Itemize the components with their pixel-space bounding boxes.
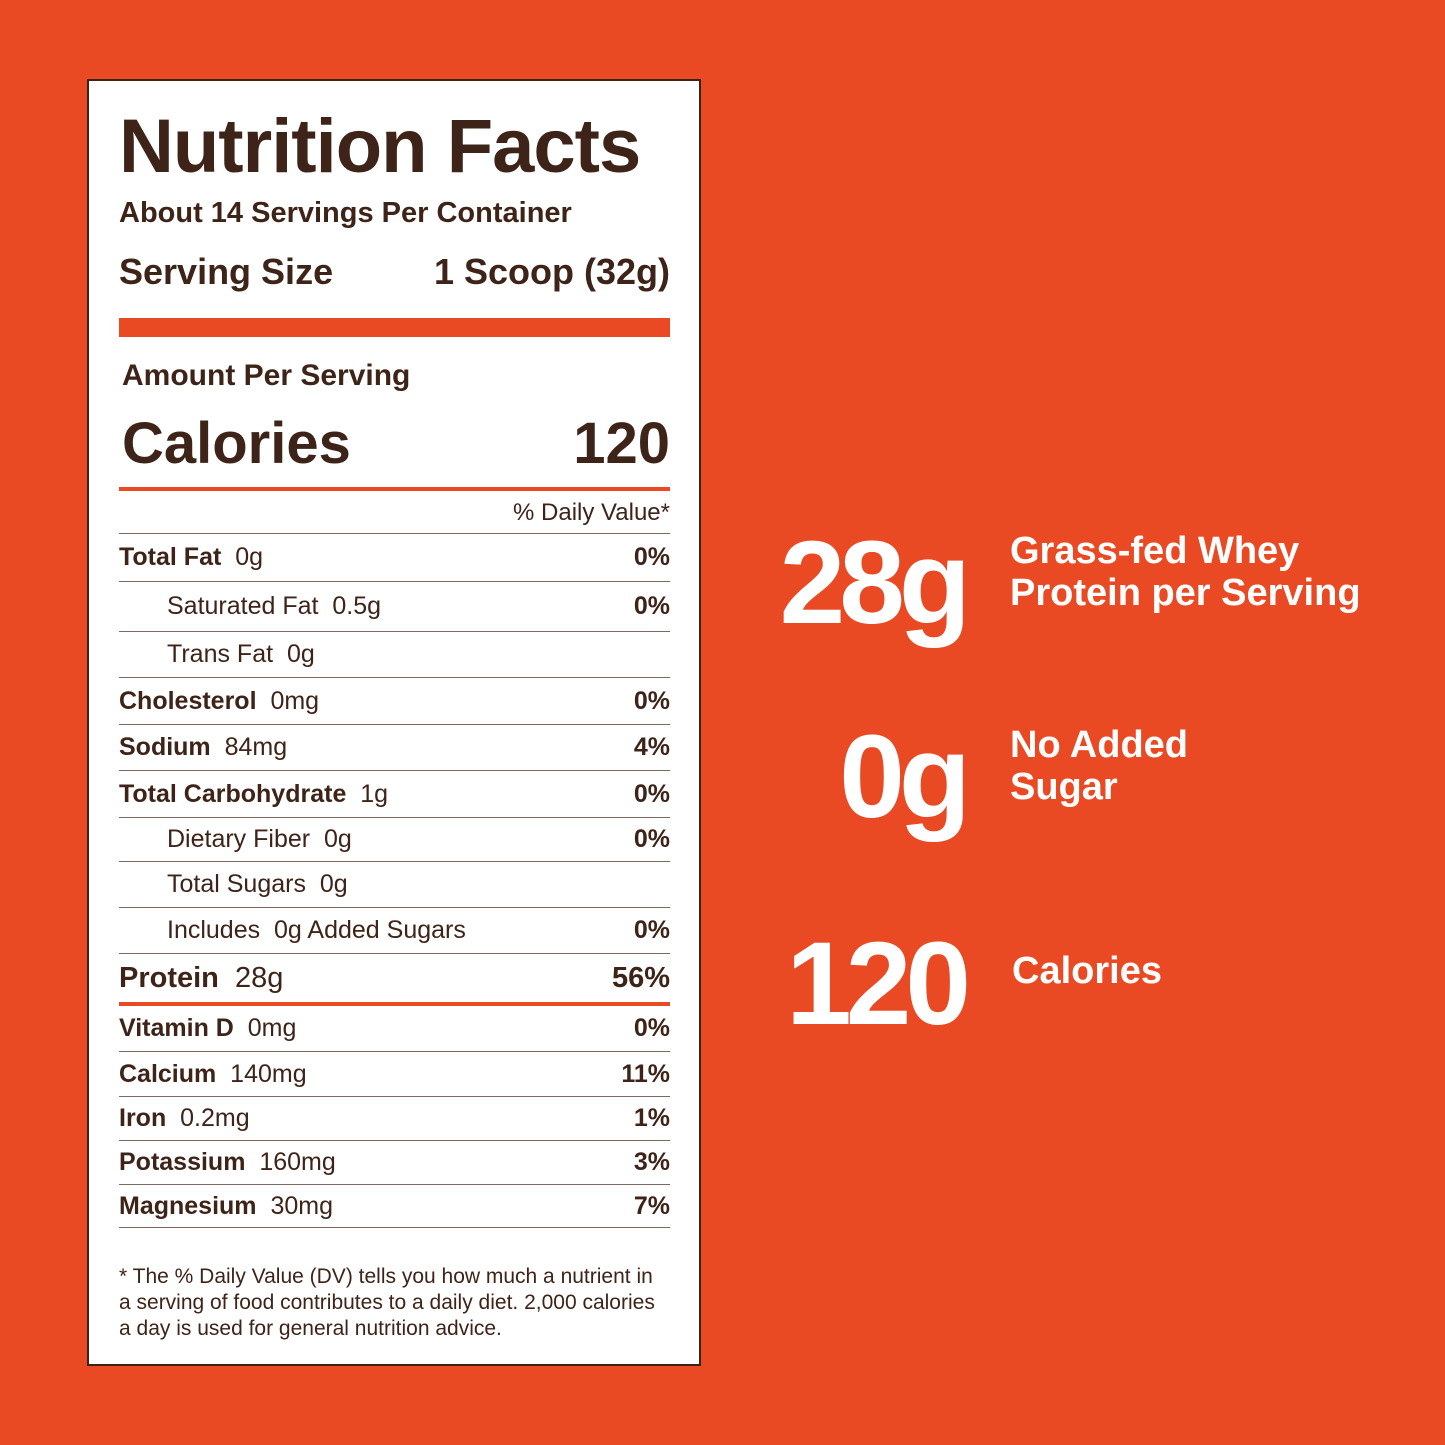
highlight-text-line: Grass-fed Whey bbox=[1010, 530, 1300, 572]
daily-value-footnote: * The % Daily Value (DV) tells you how m… bbox=[119, 1265, 655, 1340]
nutrient-amount: 0mg bbox=[247, 1014, 297, 1042]
calories-divider bbox=[119, 487, 670, 491]
highlight-text-line: Calories bbox=[1012, 950, 1162, 992]
nutrient-rows: Total Fat 0g 0% Saturated Fat 0.5g 0% Tr… bbox=[119, 534, 670, 1228]
nutrient-row-magnesium: Magnesium 30mg 7% bbox=[119, 1185, 670, 1228]
nutrient-dv: 11% bbox=[621, 1059, 670, 1088]
servings-per-container: About 14 Servings Per Container bbox=[119, 197, 572, 229]
nutrient-dv: 56% bbox=[611, 961, 670, 994]
nutrient-name: Total Sugars bbox=[167, 870, 306, 898]
daily-value-header: % Daily Value* bbox=[119, 495, 670, 534]
serving-size-value: 1 Scoop (32g) bbox=[433, 251, 670, 292]
nutrient-row-total-sugars: Total Sugars 0g bbox=[119, 862, 670, 908]
nutrient-name: Total Carbohydrate bbox=[119, 779, 347, 808]
nutrient-amount: 0g bbox=[319, 870, 348, 898]
nutrient-dv: 0% bbox=[633, 1014, 670, 1042]
amount-per-serving: Amount Per Serving bbox=[122, 359, 411, 392]
nutrient-dv: 0% bbox=[633, 825, 670, 853]
nutrient-amount: 28g bbox=[235, 961, 284, 994]
nutrient-amount: 140mg bbox=[230, 1059, 307, 1088]
nutrient-amount: 0g bbox=[286, 640, 315, 668]
nutrient-name: Calcium bbox=[119, 1059, 217, 1088]
nutrient-name: Saturated Fat bbox=[167, 592, 319, 620]
highlight-protein-text: Grass-fed Whey Protein per Serving bbox=[1010, 530, 1430, 614]
highlight-protein-value: 28g bbox=[779, 517, 971, 649]
nutrition-facts-title: Nutrition Facts bbox=[119, 104, 641, 189]
nutrient-row-calcium: Calcium 140mg 11% bbox=[119, 1052, 670, 1097]
highlight-text-line: Protein per Serving bbox=[1010, 572, 1361, 614]
nutrient-name: Iron bbox=[119, 1104, 167, 1132]
nutrient-row-dietary-fiber: Dietary Fiber 0g 0% bbox=[119, 818, 670, 862]
nutrient-amount: 84mg bbox=[224, 733, 288, 761]
nutrient-dv: 0% bbox=[633, 916, 670, 944]
nutrient-amount: 30mg bbox=[270, 1191, 333, 1220]
calories-row: Calories 120 bbox=[119, 409, 670, 479]
calories-value: 120 bbox=[573, 411, 670, 476]
nutrient-amount: 0mg bbox=[270, 686, 320, 715]
highlight-sugar-value: 0g bbox=[839, 711, 971, 843]
nutrient-row-potassium: Potassium 160mg 3% bbox=[119, 1141, 670, 1185]
nutrient-name: Sodium bbox=[119, 733, 211, 761]
serving-size-row: Serving Size 1 Scoop (32g) bbox=[119, 251, 670, 293]
nutrient-amount: 160mg bbox=[259, 1148, 336, 1176]
nutrient-dv: 0% bbox=[633, 543, 670, 571]
nutrient-amount: 1g bbox=[360, 779, 389, 808]
highlight-text-line: Sugar bbox=[1010, 766, 1118, 808]
nutrient-name: Vitamin D bbox=[119, 1014, 234, 1042]
nutrient-row-vitamin-d: Vitamin D 0mg 0% bbox=[119, 1006, 670, 1052]
highlight-calories-text: Calories bbox=[1012, 950, 1432, 992]
nutrient-row-cholesterol: Cholesterol 0mg 0% bbox=[119, 678, 670, 725]
nutrient-dv: 1% bbox=[633, 1104, 670, 1132]
nutrient-dv: 3% bbox=[633, 1148, 670, 1176]
nutrient-dv: 0% bbox=[633, 592, 670, 620]
nutrient-name: Dietary Fiber bbox=[167, 825, 311, 853]
nutrient-name: Total Fat bbox=[119, 543, 222, 571]
nutrient-row-protein: Protein 28g 56% bbox=[119, 954, 670, 1006]
nutrition-facts-panel: Nutrition Facts About 14 Servings Per Co… bbox=[87, 79, 701, 1366]
highlight-calories-value: 120 bbox=[786, 918, 971, 1050]
nutrient-row-total-carbohydrate: Total Carbohydrate 1g 0% bbox=[119, 771, 670, 818]
nutrient-name: Includes bbox=[167, 916, 261, 944]
nutrient-name: Trans Fat bbox=[167, 640, 274, 668]
highlight-text-line: No Added bbox=[1010, 724, 1189, 766]
nutrient-amount: 0g bbox=[235, 543, 264, 571]
nutrient-row-saturated-fat: Saturated Fat 0.5g 0% bbox=[119, 582, 670, 632]
nutrient-amount: 0g bbox=[324, 825, 352, 853]
serving-size-label: Serving Size bbox=[119, 251, 334, 292]
nutrient-dv: 7% bbox=[633, 1191, 670, 1220]
nutrient-amount: 0.5g bbox=[332, 592, 382, 620]
nutrient-dv: 4% bbox=[633, 733, 670, 761]
nutrient-name: Magnesium bbox=[119, 1191, 257, 1220]
nutrient-dv: 0% bbox=[633, 686, 670, 715]
nutrient-amount: 0g Added Sugars bbox=[274, 916, 466, 944]
nutrient-dv: 0% bbox=[633, 779, 670, 808]
calories-label: Calories bbox=[122, 411, 351, 476]
nutrient-name: Protein bbox=[119, 961, 219, 994]
nutrient-row-sodium: Sodium 84mg 4% bbox=[119, 725, 670, 771]
nutrient-amount: 0.2mg bbox=[180, 1104, 250, 1132]
nutrient-row-iron: Iron 0.2mg 1% bbox=[119, 1097, 670, 1141]
nutrient-row-trans-fat: Trans Fat 0g bbox=[119, 632, 670, 678]
section-divider-bar bbox=[119, 318, 670, 337]
nutrient-row-total-fat: Total Fat 0g 0% bbox=[119, 534, 670, 582]
highlight-sugar-text: No Added Sugar bbox=[1010, 724, 1430, 808]
nutrient-name: Potassium bbox=[119, 1148, 246, 1176]
nutrient-name: Cholesterol bbox=[119, 686, 257, 715]
nutrient-row-added-sugars: Includes 0g Added Sugars 0% bbox=[119, 908, 670, 954]
